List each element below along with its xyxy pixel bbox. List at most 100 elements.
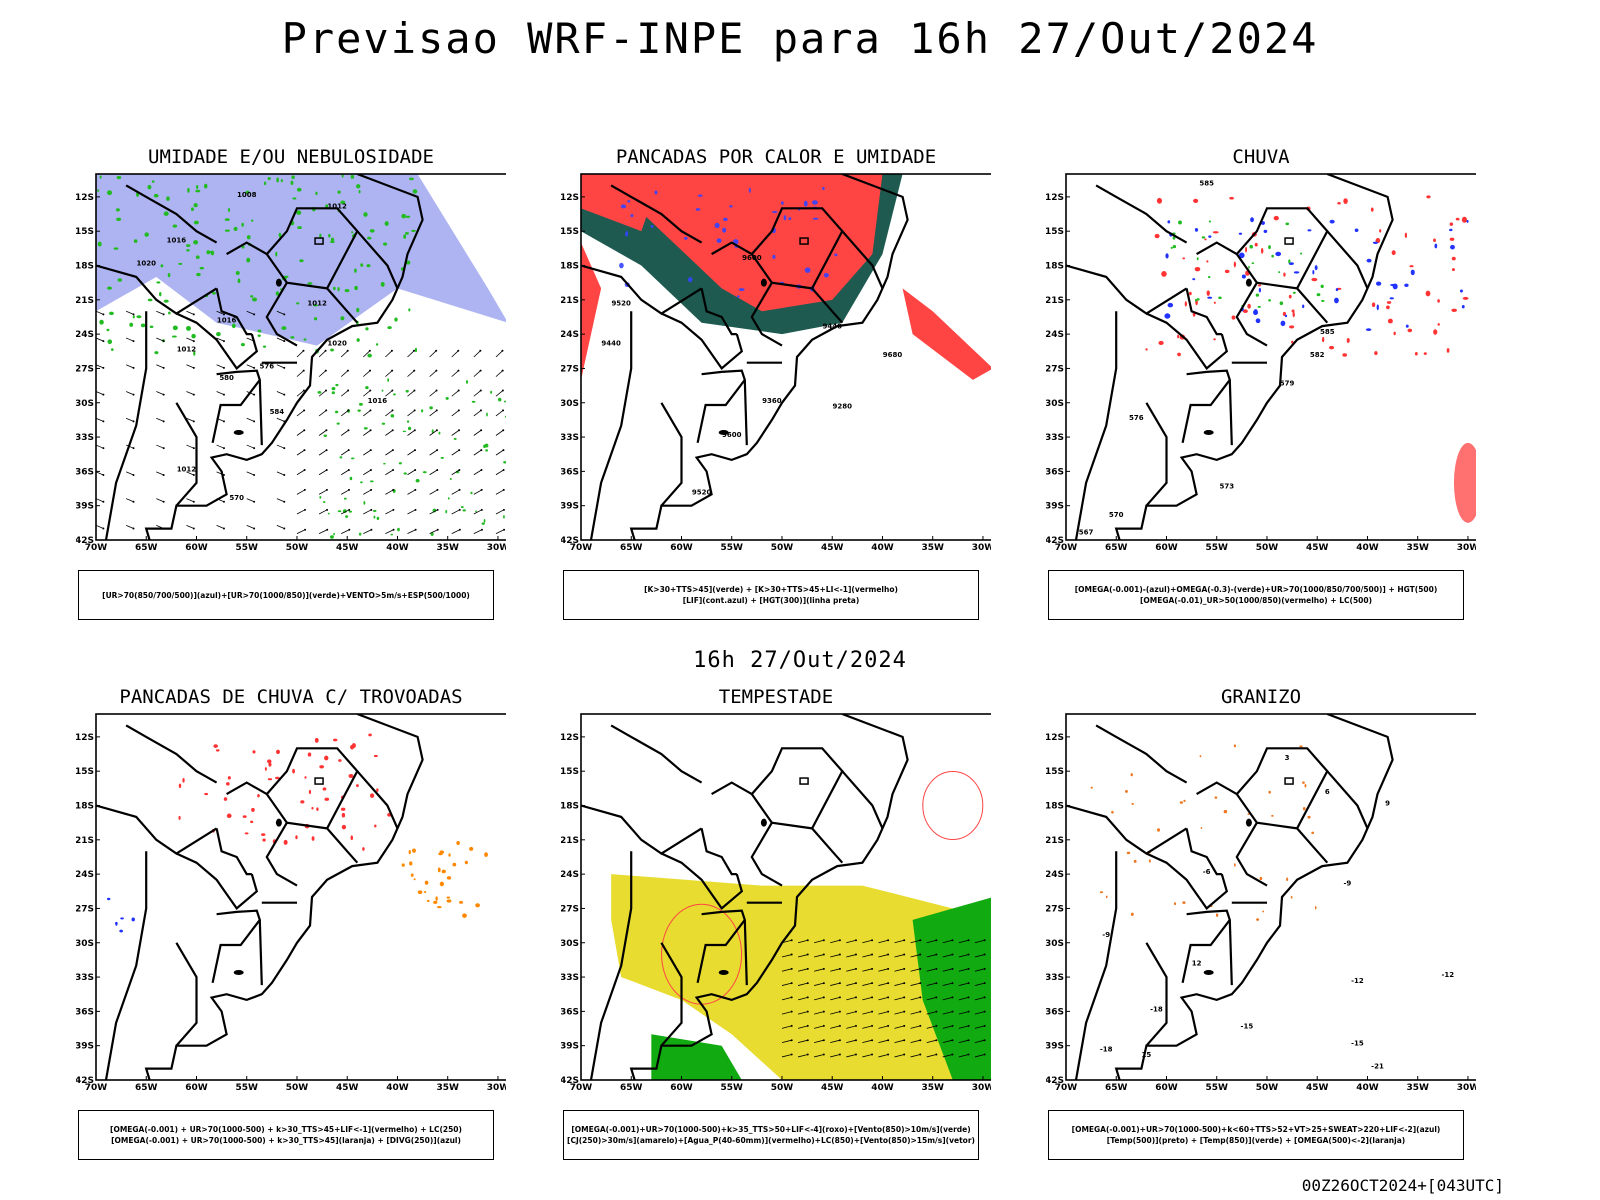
moist-spot [149, 325, 154, 329]
wind-arrow [156, 417, 164, 422]
coastline [1114, 714, 1394, 1080]
lat-label: 12S [76, 733, 94, 743]
wind-arrow [473, 509, 482, 515]
arrow-head [480, 429, 483, 432]
storm-spot [227, 776, 231, 780]
moist-spot [366, 264, 371, 268]
wind-arrow [385, 509, 394, 515]
wind-arrow [495, 449, 504, 456]
arrow-head [967, 1024, 970, 1027]
contour-label: -6 [1203, 868, 1211, 876]
moist-spot [193, 220, 199, 225]
arrow-head [806, 1010, 809, 1013]
wind-arrow [96, 391, 104, 396]
arrow-head [790, 939, 793, 942]
wind-arrow [186, 364, 194, 369]
contour-label: 570 [1109, 511, 1124, 519]
storm-spot [437, 867, 441, 873]
wind-arrow [246, 524, 255, 529]
arrow-head [806, 1053, 809, 1056]
moist-spot [281, 326, 287, 331]
wind-arrow [862, 968, 873, 972]
lon-label: 35W [921, 543, 944, 553]
lat-label: 42S [1046, 1076, 1064, 1086]
moist-spot [307, 282, 313, 285]
wind-arrow [942, 939, 953, 944]
lif-contour [619, 262, 624, 269]
map-frame [1065, 713, 1476, 1081]
rain-spot [1374, 351, 1378, 356]
storm-spot [350, 744, 354, 750]
arrow-head [983, 1053, 986, 1056]
panel-granizo: GRANIZO -9 -6 -9 -12 -15 -18 -18 -21 -12 -15 3 6 9 12… [1046, 686, 1476, 1166]
rain-spot [1284, 314, 1288, 318]
wind-arrow [363, 449, 372, 456]
wind-arrow [276, 364, 285, 369]
rain-spot [1405, 324, 1409, 328]
arrow-head [935, 1010, 938, 1013]
wind-arrow [276, 444, 285, 449]
rain-spot [1414, 351, 1418, 356]
hail-spot [1256, 918, 1260, 921]
wind-arrow [814, 939, 824, 944]
moist-spot [186, 244, 191, 247]
arrow-head [435, 349, 438, 352]
wind-arrow [910, 1025, 921, 1029]
contour-label: 9520 [692, 488, 712, 496]
arrow-head [502, 409, 505, 412]
arrow-head [347, 449, 350, 452]
lat-label: 39S [561, 502, 579, 512]
lon-label: 45W [336, 1083, 359, 1093]
country-border [1235, 282, 1268, 347]
country-border [104, 851, 148, 1080]
wind-arrow [318, 509, 328, 515]
moist-spot [275, 291, 280, 296]
hail-spot [1304, 783, 1307, 788]
legend-line: [K>30+TTS>45](verde) + [K>30+TTS>45+LI<-… [644, 585, 898, 594]
wind-arrow [216, 524, 225, 529]
lat-label: 33S [1046, 433, 1064, 443]
rain-spot [1255, 318, 1261, 324]
lon-label: 45W [1306, 543, 1329, 553]
arrow-head [951, 1053, 954, 1056]
moist-spot [360, 263, 364, 267]
lat-label: 27S [76, 364, 94, 374]
country-border [1095, 724, 1188, 784]
moist-spot [412, 189, 418, 194]
arrow-head [502, 508, 505, 511]
rain-spot [1167, 220, 1171, 224]
moist-spot [503, 400, 506, 403]
storm-spot [292, 768, 295, 774]
country-border [750, 207, 844, 290]
storm-spot [252, 750, 256, 754]
arrow-head [790, 1039, 793, 1042]
wind-arrow [797, 982, 808, 986]
arrow-head [903, 967, 906, 970]
wind-arrow [495, 489, 504, 495]
storm-spot [319, 765, 325, 769]
rain-spot [1291, 309, 1295, 313]
contour-label: 582 [1310, 351, 1325, 359]
rain-spot [1192, 278, 1196, 281]
arrow-head [132, 420, 135, 423]
rain-spot [1288, 259, 1291, 264]
country-border [265, 822, 298, 887]
arrow-head [102, 393, 105, 396]
moist-spot [235, 270, 240, 276]
rain-spot [1208, 220, 1212, 223]
storm-spot [348, 773, 354, 778]
contour-label: 9680 [883, 351, 903, 359]
lon-label: 45W [1306, 1083, 1329, 1093]
lif-contour [729, 205, 733, 208]
wind-arrow [296, 529, 306, 535]
hail-spot [1179, 801, 1184, 804]
wind-arrow [276, 391, 285, 396]
wind-arrow [156, 471, 164, 476]
rain-spot [1371, 302, 1376, 308]
wind-arrow [862, 1054, 873, 1058]
arrow-head [222, 447, 225, 450]
moist-spot [354, 285, 358, 291]
moist-spot [470, 491, 473, 495]
wind-arrow [125, 417, 134, 422]
wind-arrow [276, 310, 285, 315]
